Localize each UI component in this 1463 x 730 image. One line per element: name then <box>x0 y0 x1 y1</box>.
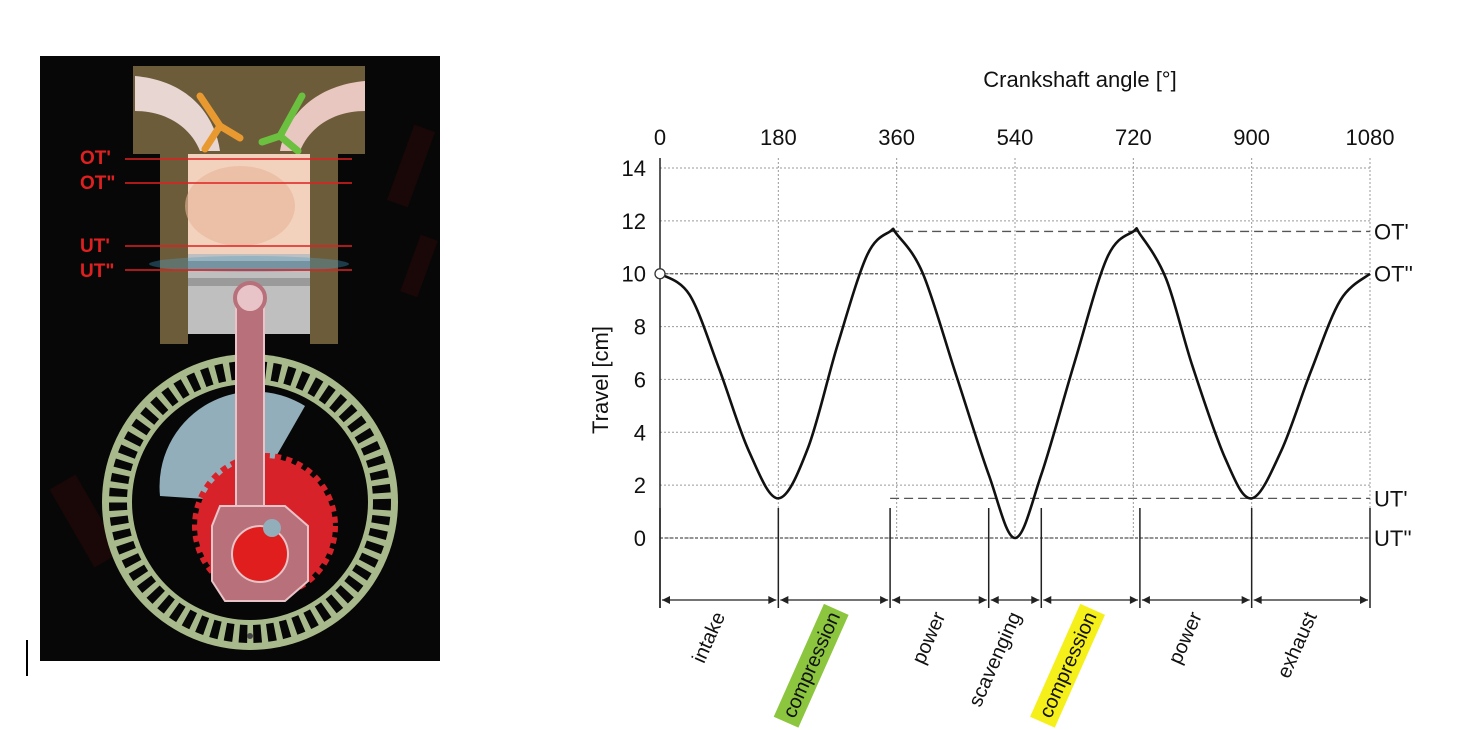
x-tick-label-2: 360 <box>878 125 915 150</box>
x-axis-title: Crankshaft angle [°] <box>983 67 1176 92</box>
ref-label-0: OT' <box>1374 219 1409 244</box>
x-tick-label-5: 900 <box>1233 125 1270 150</box>
phase-annotations: intake compression power scavenging compress… <box>659 508 1371 728</box>
counterweight <box>159 391 305 502</box>
grid <box>659 158 1371 608</box>
intake-valve <box>196 92 244 153</box>
y-tick-label-4: 8 <box>634 315 646 340</box>
y-tick-label-2: 4 <box>634 420 646 445</box>
ref-label-2: UT' <box>1374 486 1408 511</box>
travel-curve <box>654 226 1371 540</box>
watermark <box>49 124 438 568</box>
phase-arrowhead-left-4 <box>1043 596 1052 604</box>
phase-arrowhead-right-0 <box>768 596 777 604</box>
phase-label-group-4: compression <box>1030 603 1105 728</box>
phase-label-1: compression <box>779 609 845 722</box>
label-ut-double-prime: UT" <box>80 261 114 282</box>
y-tick-label-3: 6 <box>634 367 646 392</box>
phase-label-4: compression <box>1035 609 1101 722</box>
phase-arrowhead-left-2 <box>892 596 901 604</box>
phase-arrowhead-right-5 <box>1241 596 1250 604</box>
phase-label-group-0: intake <box>688 609 730 667</box>
crank-pin <box>231 525 289 583</box>
phase-highlight-1 <box>773 603 849 728</box>
phase-arrowhead-right-3 <box>1031 596 1040 604</box>
x-tick-label-6: 1080 <box>1346 125 1395 150</box>
phase-arrowhead-right-2 <box>978 596 987 604</box>
x-tick-label-0: 0 <box>654 125 666 150</box>
start-point-marker <box>654 268 666 280</box>
phase-label-group-6: exhaust <box>1273 608 1322 681</box>
exhaust-valve <box>258 92 306 155</box>
crankshaft-travel-chart: Crankshaft angle [°] Travel [cm] OT' OT''… <box>588 67 1413 728</box>
y-tick-label-5: 10 <box>622 262 646 287</box>
x-tick-labels: 0 180 360 540 720 900 1080 <box>654 125 1395 150</box>
phase-label-3: scavenging <box>965 609 1026 710</box>
y-tick-labels: 0 2 4 6 8 10 12 14 <box>622 156 646 551</box>
x-tick-label-4: 720 <box>1115 125 1152 150</box>
y-tick-label-0: 0 <box>634 526 646 551</box>
ref-label-1: OT'' <box>1374 262 1413 287</box>
y-tick-label-7: 14 <box>622 156 646 181</box>
phase-label-group-1: compression <box>773 603 849 728</box>
exhaust-port <box>280 81 365 151</box>
phase-label-group-5: power <box>1164 608 1206 667</box>
phase-label-group-2: power <box>908 608 950 667</box>
label-ot-prime: OT' <box>80 148 111 169</box>
cylinder-wall-left <box>160 154 188 344</box>
phase-label-0: intake <box>688 609 730 667</box>
x-tick-label-3: 540 <box>997 125 1034 150</box>
y-tick-label-6: 12 <box>622 209 646 234</box>
phase-highlight-4 <box>1030 603 1105 728</box>
phase-arrowhead-right-6 <box>1360 596 1368 604</box>
y-axis-title: Travel [cm] <box>588 326 613 434</box>
engine-illustration: OT' OT" UT' UT" <box>40 56 440 661</box>
label-ot-double-prime: OT" <box>80 173 115 194</box>
position-markers: OT' OT" UT' UT" <box>80 148 352 282</box>
travel-line <box>659 226 1371 540</box>
intake-port <box>135 76 220 151</box>
text-cursor-mark <box>26 640 28 676</box>
phase-label-6: exhaust <box>1273 608 1322 681</box>
x-tick-label-1: 180 <box>760 125 797 150</box>
cylinder-wall-right <box>310 154 338 344</box>
phase-arrowhead-left-5 <box>1141 596 1150 604</box>
phase-arrowhead-right-4 <box>1129 596 1138 604</box>
phase-label-group-3: scavenging <box>965 609 1026 710</box>
reference-lines: OT' OT'' UT' UT'' <box>660 219 1413 551</box>
phase-arrowhead-right-1 <box>880 596 889 604</box>
label-ut-prime: UT' <box>80 236 110 257</box>
phase-label-2: power <box>908 608 950 667</box>
phase-arrowhead-left-0 <box>662 596 670 604</box>
phase-label-5: power <box>1164 608 1206 667</box>
phase-arrowhead-left-3 <box>990 596 999 604</box>
phase-arrowhead-left-6 <box>1253 596 1262 604</box>
y-tick-label-1: 2 <box>634 473 646 498</box>
piston-pin <box>233 281 267 315</box>
phase-arrowhead-left-1 <box>780 596 789 604</box>
ref-label-3: UT'' <box>1374 526 1412 551</box>
